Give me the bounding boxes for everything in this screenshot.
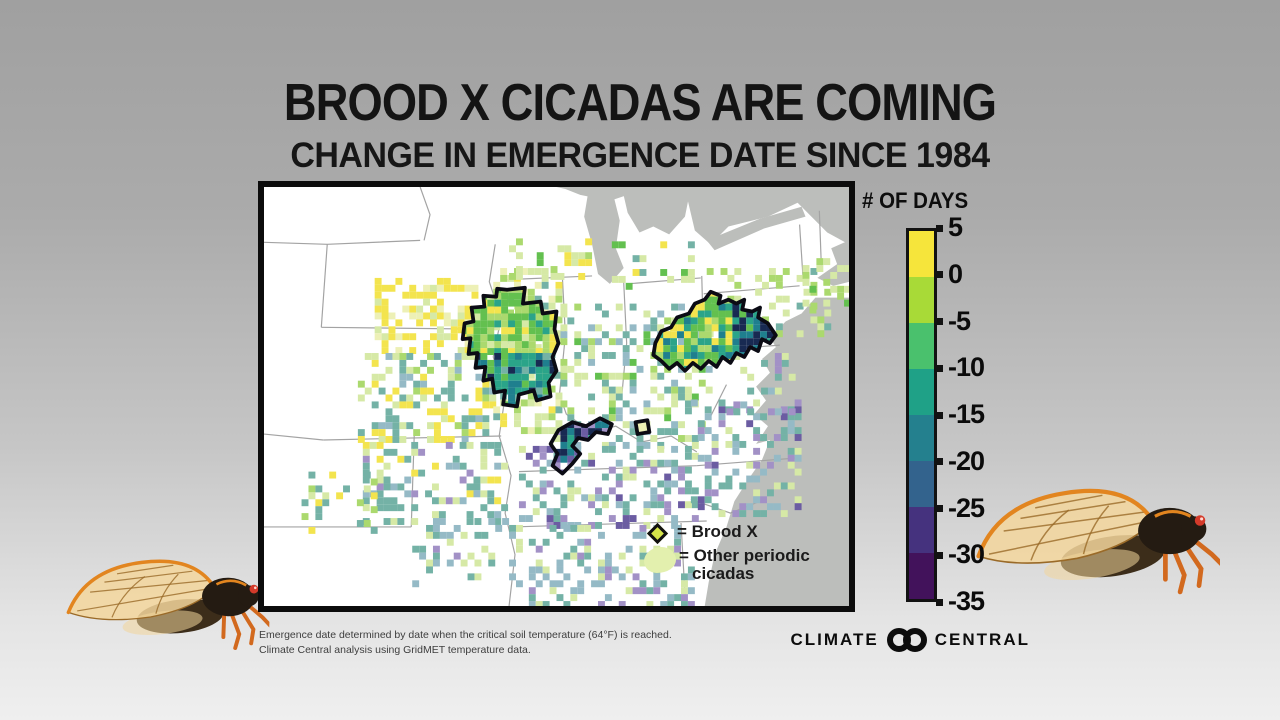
other-cicadas-blob-icon [644, 547, 676, 573]
colorbar-segment [909, 277, 934, 323]
state-border [818, 210, 822, 267]
logo-central-text: CENTRAL [934, 630, 1030, 649]
colorbar-segment [909, 415, 934, 461]
colorbar [906, 228, 937, 602]
climate-central-logo: CLIMATE CENTRAL [780, 625, 1030, 655]
cell-cluster [357, 353, 497, 443]
colorbar-segment [909, 231, 934, 277]
colorbar-tick [936, 271, 943, 279]
colorbar-tick [936, 505, 943, 512]
colorbar-tick-label: -25 [948, 492, 985, 523]
brood-x-diamond-icon [646, 522, 669, 545]
colorbar-tick-label: -5 [948, 305, 971, 336]
footnote-line-1: Emergence date determined by date when t… [259, 629, 672, 641]
brood-region-outline [651, 289, 778, 373]
colorbar-segment [909, 323, 934, 369]
map-legend: = Brood X = Other periodic cicadas [644, 522, 836, 589]
water-shape [706, 206, 806, 251]
logo-climate-text: CLIMATE [790, 630, 879, 649]
state-border [264, 433, 324, 441]
colorbar-tick [936, 411, 943, 419]
cell-cluster [301, 471, 378, 534]
colorbar-tick-label: -20 [948, 445, 985, 476]
other-cicadas-label: = Other periodic cicadas [679, 546, 810, 583]
colorbar-tick-label: -35 [948, 585, 985, 616]
page-subtitle: CHANGE IN EMERGENCE DATE SINCE 1984 [290, 136, 990, 175]
state-border [323, 435, 502, 441]
brood-x-label: = Brood X [677, 522, 758, 541]
colorbar-tick-label: 5 [948, 211, 963, 242]
brood-x-legend-row: = Brood X [646, 522, 836, 545]
colorbar-tick-label: -10 [948, 352, 985, 383]
colorbar-tick [936, 364, 943, 372]
map-svg [264, 187, 849, 606]
cell-cluster [802, 258, 849, 314]
cell-cluster [374, 277, 479, 355]
colorbar-tick [936, 598, 943, 606]
footnote-line-2: Climate Central analysis using GridMET t… [259, 643, 531, 656]
colorbar-tick [936, 224, 943, 232]
cell-cluster [518, 445, 699, 529]
state-border [703, 285, 800, 295]
cell-cluster [726, 353, 796, 416]
page-title: BROOD X CICADAS ARE COMING [283, 74, 997, 132]
cell-cluster [362, 441, 509, 525]
state-border [710, 384, 727, 417]
state-border [419, 187, 431, 241]
colorbar-tick-label: -15 [948, 398, 985, 429]
water-shape [621, 187, 691, 235]
cicada-photo-left [66, 559, 273, 650]
state-border [264, 239, 421, 245]
cell-cluster [528, 524, 695, 606]
logo-mark-icon [886, 628, 927, 652]
colorbar-tick [936, 318, 943, 325]
colorbar-segment [909, 369, 934, 415]
brood-region-outline [548, 416, 614, 476]
water-shape [584, 192, 624, 284]
cicada-photo-right [976, 488, 1220, 595]
other-cicadas-legend-row: = Other periodic cicadas [644, 546, 836, 583]
cell-cluster [611, 241, 695, 290]
footnote: Emergence date determined by date when t… [259, 628, 672, 657]
colorbar-heading: # OF DAYS [862, 188, 969, 213]
state-border [320, 244, 328, 328]
cell-cluster [412, 518, 523, 588]
colorbar-segment [909, 553, 934, 599]
colorbar-segment [909, 507, 934, 553]
emergence-map: = Brood X = Other periodic cicadas [258, 181, 855, 612]
brood-region-outline [633, 418, 652, 436]
colorbar-tick [936, 551, 943, 559]
water-shape [556, 187, 849, 245]
colorbar-tick [936, 458, 943, 466]
colorbar-segment [909, 461, 934, 507]
cell-cluster [509, 238, 593, 280]
brood-region-outline [460, 285, 561, 409]
colorbar-tick-label: -30 [948, 539, 985, 570]
colorbar-tick-label: 0 [948, 258, 963, 289]
